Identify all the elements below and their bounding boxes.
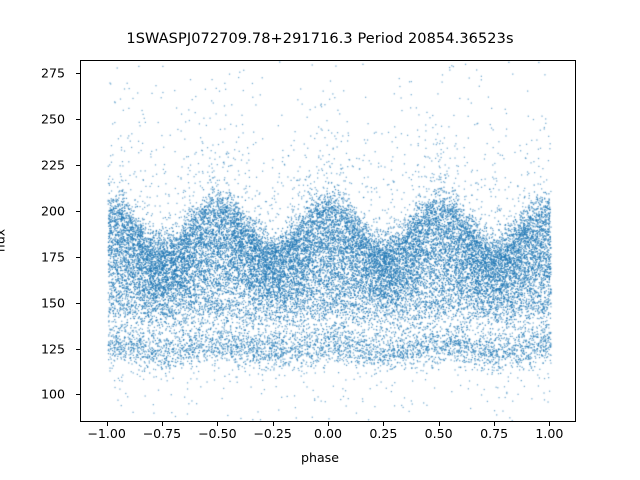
x-tick-label: −1.00 [87, 426, 126, 441]
x-tick-label: 0.25 [369, 426, 398, 441]
y-tick-label: 175 [40, 249, 65, 265]
scatter-plot-canvas [81, 61, 575, 421]
y-tick-label: 100 [40, 386, 65, 402]
plot-axes [80, 60, 576, 422]
x-tick [494, 422, 496, 426]
x-tick-label: 0.75 [480, 426, 509, 441]
x-tick [161, 422, 163, 426]
y-tick [76, 348, 80, 350]
y-tick-label: 150 [40, 295, 65, 311]
y-tick-label: 275 [40, 65, 65, 81]
x-tick-label: 0.50 [424, 426, 453, 441]
x-tick [272, 422, 274, 426]
y-tick [76, 164, 80, 166]
y-tick [76, 72, 80, 74]
y-tick [76, 210, 80, 212]
y-tick [76, 256, 80, 258]
x-tick-label: 1.00 [535, 426, 564, 441]
chart-title: 1SWASPJ072709.78+291716.3 Period 20854.3… [126, 31, 514, 47]
y-tick-label: 125 [40, 341, 65, 356]
y-tick [76, 394, 80, 396]
y-tick [76, 302, 80, 304]
x-tick [217, 422, 219, 426]
x-tick [383, 422, 385, 426]
y-tick-label: 225 [40, 157, 65, 173]
x-tick-label: −0.25 [253, 426, 292, 441]
y-tick [76, 118, 80, 120]
x-tick-label: −0.50 [198, 426, 237, 441]
x-tick [106, 422, 108, 426]
x-tick-label: 0.00 [313, 426, 343, 441]
y-axis-label-text: flux [0, 228, 8, 253]
x-axis-label: phase [300, 450, 339, 465]
x-tick [549, 422, 551, 426]
x-tick [438, 422, 440, 426]
x-tick [328, 422, 329, 426]
y-tick-label: 250 [40, 111, 65, 127]
x-tick-label: −0.75 [142, 426, 182, 441]
y-tick-label: 200 [40, 203, 65, 219]
